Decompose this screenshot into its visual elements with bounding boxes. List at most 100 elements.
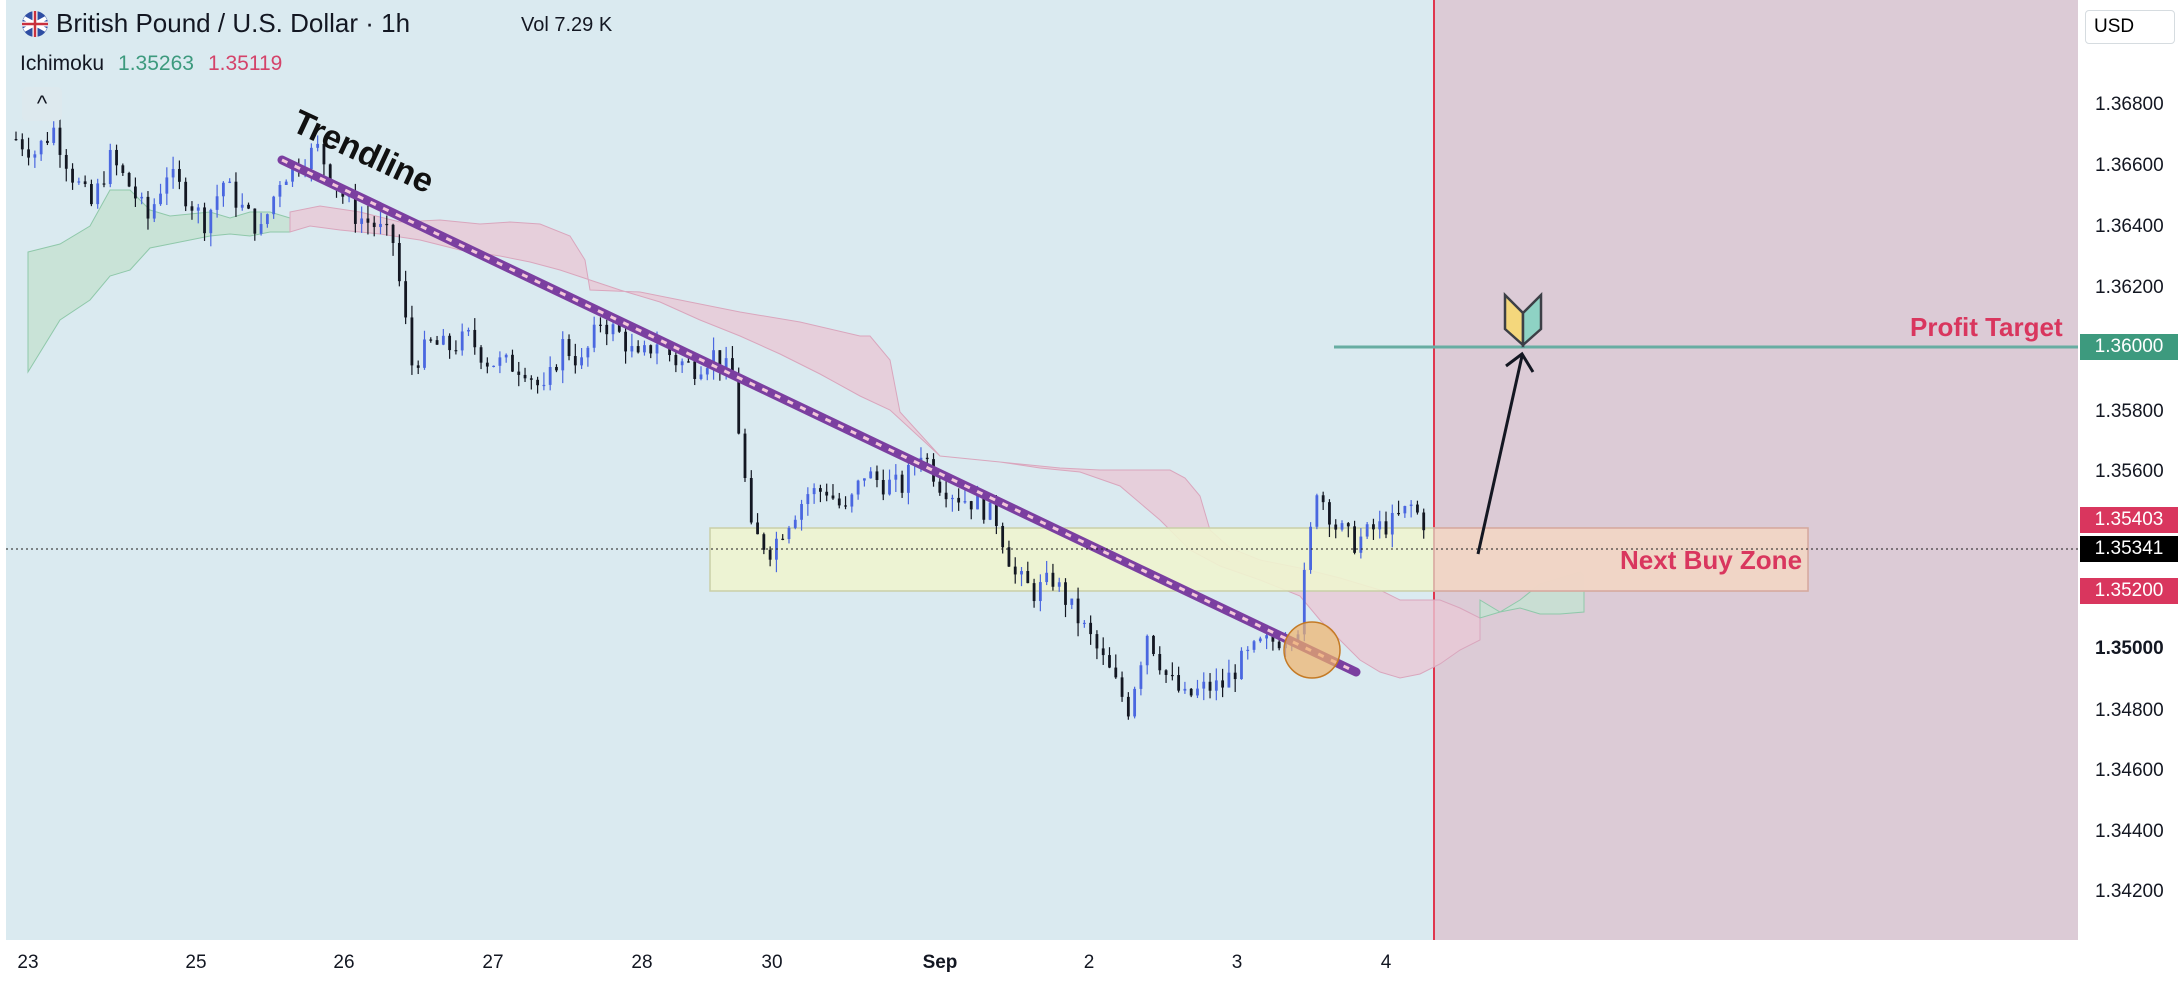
- candle-body: [171, 168, 175, 178]
- candle-body: [1409, 504, 1413, 507]
- zone-bottom-price-tag[interactable]: 1.35200: [2080, 578, 2178, 604]
- candle-body: [982, 494, 986, 520]
- candle-body: [894, 474, 898, 480]
- candle-body: [1353, 526, 1356, 553]
- candle-body: [680, 361, 684, 366]
- candle-body: [611, 324, 615, 335]
- candle-body: [159, 193, 162, 205]
- candle-body: [1258, 638, 1262, 642]
- time-tick: 4: [1380, 952, 1392, 973]
- candle-body: [957, 497, 961, 503]
- zone-top-price-tag[interactable]: 1.35403: [2080, 507, 2178, 533]
- price-tick: 1.35000: [2095, 638, 2164, 659]
- candle-body: [1101, 648, 1105, 656]
- candle-body: [209, 209, 213, 234]
- time-tick: 3: [1231, 952, 1243, 973]
- candle-body: [687, 361, 690, 363]
- candle-body: [636, 346, 640, 353]
- price-tick: 1.34600: [2095, 760, 2164, 781]
- candle-body: [46, 140, 49, 143]
- candle-body: [278, 184, 282, 197]
- time-tick: 26: [333, 952, 355, 973]
- projection-arrow-line: [1476, 355, 1524, 555]
- candle-body: [950, 497, 954, 500]
- candle-body: [925, 457, 929, 460]
- candle-body: [1390, 512, 1394, 535]
- cloud-bear-main: [289, 205, 1481, 679]
- time-tick: 2: [1083, 952, 1095, 973]
- candle-body: [655, 344, 659, 354]
- price-tick: 1.36800: [2095, 94, 2164, 115]
- candle-body: [121, 165, 125, 173]
- symbol-header[interactable]: British Pound / U.S. Dollar · 1h: [20, 8, 410, 39]
- candle-body: [573, 356, 577, 366]
- candle-body: [265, 214, 269, 225]
- candles: [14, 115, 1426, 720]
- candle-body: [900, 474, 904, 493]
- price-tick: 1.34400: [2095, 821, 2164, 842]
- candle-body: [429, 339, 433, 341]
- candle-body: [77, 181, 81, 183]
- time-tick: 28: [631, 952, 653, 973]
- candle-body: [875, 471, 879, 480]
- candle-body: [33, 154, 37, 158]
- candle-body: [580, 357, 583, 366]
- profit-target-price-tag[interactable]: 1.36000: [2080, 334, 2178, 360]
- candle-body: [467, 329, 470, 332]
- candle-body: [724, 358, 728, 370]
- symbol-title: British Pound / U.S. Dollar · 1h: [56, 8, 411, 38]
- candle-body: [259, 224, 263, 234]
- candle-body: [165, 177, 169, 194]
- candle-body: [492, 365, 496, 368]
- candle-body: [1397, 512, 1400, 515]
- candle-body: [1334, 524, 1338, 530]
- candle-body: [1277, 641, 1281, 649]
- time-tick: 30: [761, 952, 783, 973]
- candle-body: [749, 478, 753, 523]
- candle-body: [1378, 521, 1382, 530]
- candle-body: [353, 195, 357, 224]
- candle-body: [134, 186, 137, 199]
- collapse-legend-button[interactable]: ^: [22, 87, 62, 121]
- candle-body: [1145, 635, 1149, 666]
- candle-body: [360, 218, 364, 224]
- candle-body: [14, 139, 18, 141]
- currency-selector[interactable]: USD: [2085, 10, 2175, 44]
- indicator-legend[interactable]: Ichimoku 1.35263 1.35119: [20, 52, 282, 76]
- candle-body: [416, 365, 420, 368]
- candle-body: [938, 481, 942, 493]
- candle-body: [221, 182, 225, 197]
- candle-body: [460, 331, 464, 351]
- candle-body: [1120, 677, 1124, 697]
- current-price-tag[interactable]: 1.35341: [2080, 536, 2178, 562]
- profit-target-label: Profit Target: [1910, 312, 2063, 342]
- candle-body: [863, 478, 866, 481]
- candle-body: [316, 143, 320, 148]
- candle-body: [196, 207, 200, 211]
- candle-body: [102, 183, 106, 185]
- candle-body: [1227, 672, 1231, 688]
- candle-body: [1246, 649, 1250, 652]
- candle-body: [869, 471, 873, 479]
- candle-body: [27, 149, 30, 158]
- candle-body: [605, 324, 609, 335]
- candle-body: [1189, 688, 1193, 696]
- candle-body: [812, 488, 816, 495]
- candle-body: [976, 494, 979, 510]
- candle-body: [762, 534, 766, 550]
- candle-body: [599, 324, 602, 326]
- candle-body: [504, 354, 508, 358]
- price-tick: 1.34800: [2095, 700, 2164, 721]
- candle-body: [322, 143, 326, 165]
- indicator-name: Ichimoku: [20, 52, 105, 75]
- candle-body: [1214, 680, 1218, 691]
- candle-body: [309, 147, 313, 170]
- volume-readout: Vol 7.29 K: [521, 14, 613, 36]
- candle-body: [1026, 571, 1030, 584]
- candle-body: [668, 344, 671, 356]
- candle-body: [39, 140, 43, 155]
- candle-body: [1271, 635, 1275, 642]
- candle-body: [542, 384, 546, 387]
- candle-body: [561, 339, 565, 371]
